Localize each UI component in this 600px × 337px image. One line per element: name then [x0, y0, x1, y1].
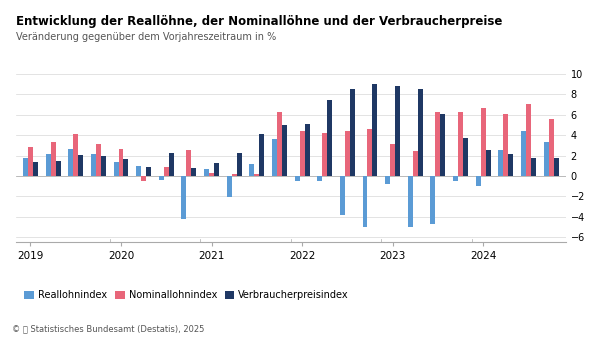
Bar	[159, 176, 164, 180]
Bar	[373, 84, 377, 176]
Bar	[282, 125, 287, 176]
Bar	[508, 154, 513, 176]
Bar	[385, 176, 390, 184]
Bar	[236, 153, 242, 176]
Bar	[232, 174, 236, 176]
Bar	[227, 176, 232, 197]
Bar	[476, 176, 481, 186]
Bar	[50, 143, 56, 176]
Bar	[96, 145, 101, 176]
Bar	[436, 112, 440, 176]
Bar	[295, 176, 299, 181]
Bar	[101, 156, 106, 176]
Bar	[209, 173, 214, 176]
Bar	[367, 129, 373, 176]
Bar	[458, 112, 463, 176]
Bar	[503, 114, 508, 176]
Text: Veränderung gegenüber dem Vorjahreszeitraum in %: Veränderung gegenüber dem Vorjahreszeitr…	[16, 32, 276, 42]
Bar	[531, 158, 536, 176]
Bar	[390, 145, 395, 176]
Bar	[413, 151, 418, 176]
Bar	[548, 119, 554, 176]
Bar	[191, 168, 196, 176]
Bar	[33, 162, 38, 176]
Bar	[124, 159, 128, 176]
Bar	[526, 104, 531, 176]
Bar	[453, 176, 458, 181]
Bar	[345, 131, 350, 176]
Bar	[408, 176, 413, 227]
Bar	[254, 174, 259, 176]
Bar	[327, 99, 332, 176]
Bar	[485, 150, 491, 176]
Bar	[340, 176, 345, 215]
Bar	[305, 124, 310, 176]
Bar	[187, 150, 191, 176]
Bar	[277, 112, 282, 176]
Bar	[499, 150, 503, 176]
Bar	[68, 149, 73, 176]
Bar	[481, 108, 485, 176]
Bar	[56, 161, 61, 176]
Bar	[299, 131, 305, 176]
Bar	[141, 176, 146, 181]
Bar	[23, 158, 28, 176]
Bar	[214, 163, 219, 176]
Bar	[46, 154, 50, 176]
Bar	[181, 176, 187, 219]
Bar	[554, 158, 559, 176]
Bar	[418, 89, 423, 176]
Bar	[91, 154, 96, 176]
Legend: Reallohnindex, Nominallohnindex, Verbraucherpreisindex: Reallohnindex, Nominallohnindex, Verbrau…	[20, 286, 353, 304]
Bar	[544, 143, 548, 176]
Bar	[169, 153, 174, 176]
Bar	[259, 134, 264, 176]
Bar	[272, 139, 277, 176]
Bar	[164, 167, 169, 176]
Bar	[350, 89, 355, 176]
Bar	[440, 114, 445, 176]
Text: © ⓘ Statistisches Bundesamt (Destatis), 2025: © ⓘ Statistisches Bundesamt (Destatis), …	[12, 325, 205, 334]
Bar	[250, 164, 254, 176]
Bar	[322, 133, 327, 176]
Text: Entwicklung der Reallöhne, der Nominallöhne und der Verbraucherpreise: Entwicklung der Reallöhne, der Nominallö…	[16, 15, 502, 28]
Bar	[73, 134, 78, 176]
Bar	[146, 167, 151, 176]
Bar	[204, 169, 209, 176]
Bar	[119, 149, 124, 176]
Bar	[521, 131, 526, 176]
Bar	[463, 138, 468, 176]
Bar	[113, 162, 119, 176]
Bar	[136, 166, 141, 176]
Bar	[395, 86, 400, 176]
Bar	[430, 176, 436, 224]
Bar	[28, 148, 33, 176]
Bar	[317, 176, 322, 181]
Bar	[362, 176, 367, 227]
Bar	[78, 155, 83, 176]
